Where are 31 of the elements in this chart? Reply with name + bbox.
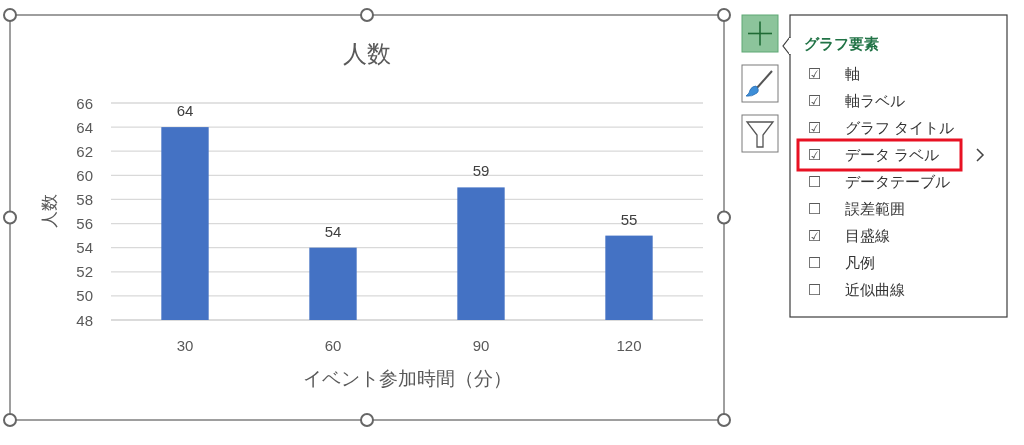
text: ☑ 目盛線 — [808, 227, 891, 244]
text: ☑ 軸 — [808, 65, 861, 82]
data-label: 54 — [324, 222, 342, 240]
y-tick-label: 54 — [76, 239, 93, 257]
text: ☐ 誤差範囲 — [808, 200, 906, 217]
text: ☑ データ ラベル — [808, 146, 940, 163]
text: ☑ 軸ラベル — [808, 92, 906, 109]
x-tick-label: 30 — [176, 337, 194, 354]
y-tick-label: 58 — [76, 190, 93, 208]
chart-title: 人数 — [343, 40, 391, 67]
data-label: 64 — [176, 102, 194, 120]
y-tick-label: 62 — [76, 142, 93, 160]
x-tick-label: 120 — [616, 337, 642, 354]
text: ☐ データテーブル — [808, 173, 951, 190]
y-tick-label: 50 — [76, 287, 93, 305]
y-tick-label: 60 — [76, 166, 93, 184]
x-tick-label: 90 — [472, 337, 490, 354]
x-axis-title: イベント参加時間（分） — [302, 368, 512, 389]
y-tick-label: 52 — [76, 263, 93, 281]
text: ☐ 近似曲線 — [808, 281, 906, 298]
y-tick-label: 48 — [76, 311, 93, 329]
text: ☐ 凡例 — [808, 254, 876, 271]
text: グラフ要素 — [804, 35, 879, 52]
data-label: 59 — [472, 162, 490, 180]
x-tick-label: 60 — [324, 337, 342, 354]
y-tick-label: 66 — [76, 94, 93, 112]
y-tick-label: 64 — [76, 118, 93, 136]
text: ☑ グラフ タイトル — [808, 119, 955, 136]
y-tick-label: 56 — [76, 215, 93, 233]
data-label: 55 — [620, 210, 638, 228]
y-axis-title: 人数 — [40, 194, 59, 228]
